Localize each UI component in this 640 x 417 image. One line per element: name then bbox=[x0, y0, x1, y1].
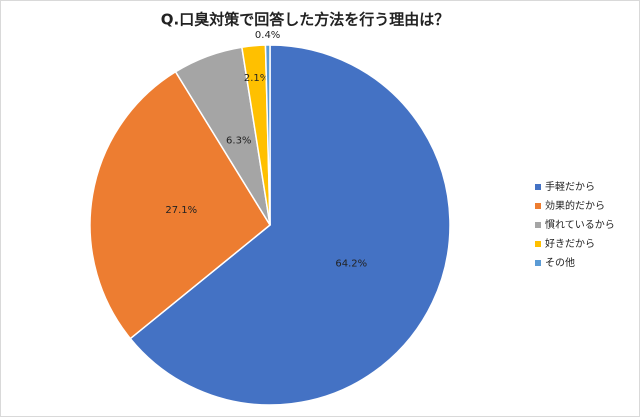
data-label: 6.3% bbox=[226, 136, 251, 147]
chart-title: Q.口臭対策で回答した方法を行う理由は？ bbox=[161, 11, 449, 29]
legend-label: 手軽だから bbox=[545, 180, 595, 193]
data-label: 27.1% bbox=[165, 205, 197, 216]
legend-label: 慣れているから bbox=[545, 218, 615, 231]
pie-slice bbox=[264, 44, 271, 226]
data-label: 64.2% bbox=[335, 259, 367, 270]
legend-swatch bbox=[535, 260, 541, 266]
legend-label: 効果的だから bbox=[545, 199, 605, 212]
legend-swatch bbox=[535, 222, 541, 228]
pie-slice bbox=[89, 70, 271, 340]
legend-swatch bbox=[535, 203, 541, 209]
legend-swatch bbox=[535, 184, 541, 190]
legend-swatch bbox=[535, 241, 541, 247]
legend-label: 好きだから bbox=[545, 238, 595, 250]
pie-slice bbox=[129, 44, 451, 406]
data-label: 0.4% bbox=[255, 30, 280, 41]
legend-label: その他 bbox=[545, 256, 575, 269]
data-label: 2.1% bbox=[244, 73, 269, 84]
